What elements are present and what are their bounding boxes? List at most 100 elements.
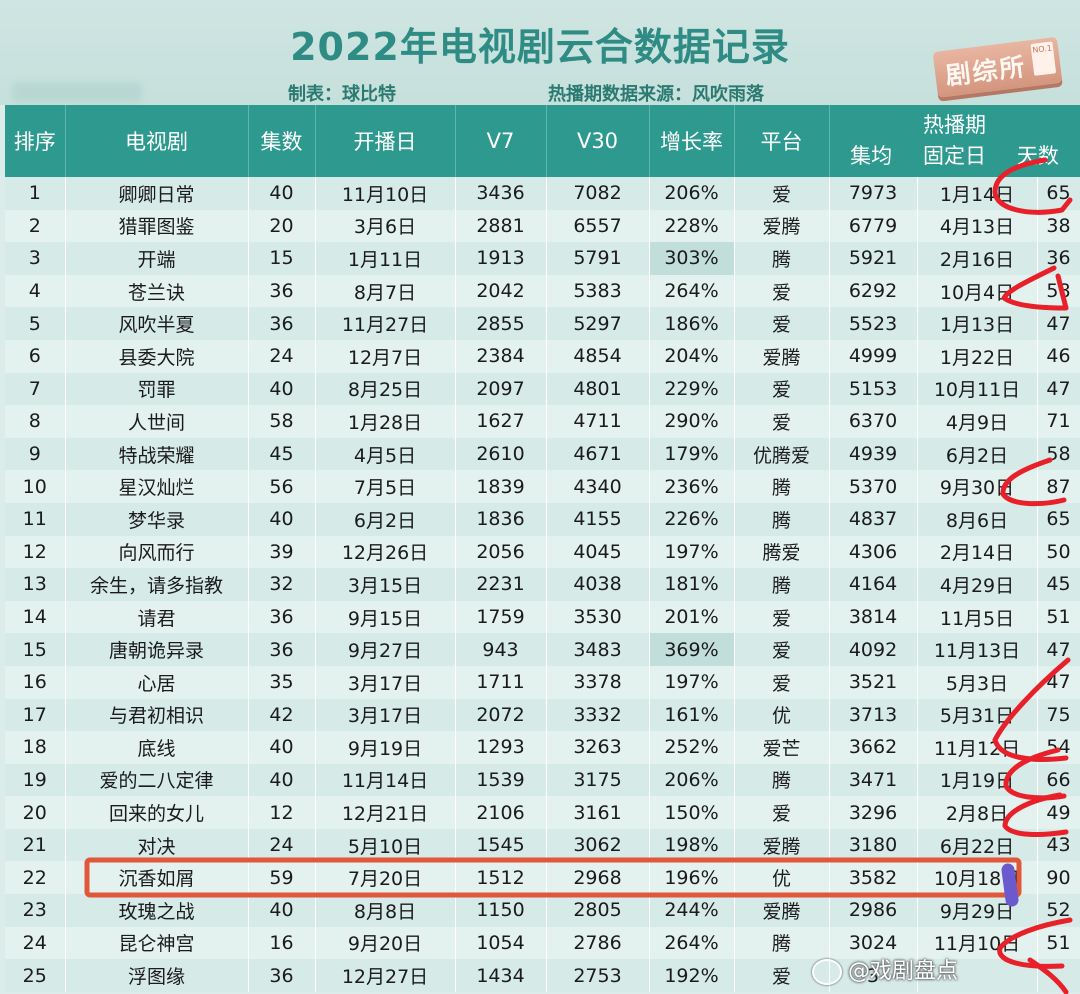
avg-cell: 5370 <box>829 470 918 503</box>
days-cell: 47 <box>1037 372 1080 406</box>
v30-cell: 3175 <box>546 763 650 797</box>
growth-cell: 236% <box>649 470 735 503</box>
days-cell: 47 <box>1037 665 1080 699</box>
avg-cell: 4306 <box>829 535 918 569</box>
drama-cell: 沉香如屑 <box>65 861 249 895</box>
episodes-cell: 32 <box>248 568 316 601</box>
platform-cell: 爱 <box>734 307 830 340</box>
growth-cell: 206% <box>649 763 735 797</box>
days-cell: 47 <box>1037 633 1080 666</box>
platform-cell: 腾 <box>734 926 830 960</box>
fixed-day-cell: 2月8日 <box>917 796 1038 829</box>
fixed-day-cell: 1月13日 <box>917 307 1038 340</box>
table-row: 15 唐朝诡异录 36 9月27日 943 3483 369% 爱 4092 11月13日 47 <box>5 633 1080 666</box>
growth-cell: 186% <box>649 307 735 340</box>
v7-cell: 2855 <box>455 307 547 340</box>
rank-cell: 1 <box>5 177 66 210</box>
episodes-cell: 36 <box>248 633 316 666</box>
watermark-text: @戏剧盘点 <box>848 959 959 984</box>
drama-cell: 爱的二八定律 <box>65 763 249 797</box>
episodes-cell: 39 <box>248 535 316 569</box>
platform-cell: 爱 <box>734 372 830 406</box>
days-cell: 90 <box>1037 861 1080 895</box>
drama-cell: 风吹半夏 <box>65 307 249 340</box>
header-row: 排序 电视剧 集数 开播日 V7 V30 增长率 平台 热播期 集均 固定日 天… <box>5 105 1080 177</box>
v30-cell: 4711 <box>546 405 650 438</box>
growth-cell: 206% <box>649 177 735 210</box>
header-drama: 电视剧 <box>65 105 249 177</box>
avg-cell: 2986 <box>829 894 918 927</box>
episodes-cell: 36 <box>248 274 316 308</box>
growth-cell: 181% <box>649 568 735 601</box>
drama-cell: 猎罪图鉴 <box>65 209 249 243</box>
table-row: 5 风吹半夏 36 11月27日 2855 5297 186% 爱 5523 1月13日 47 <box>5 307 1080 340</box>
days-cell: 58 <box>1037 437 1080 471</box>
days-cell: 36 <box>1037 242 1080 275</box>
episodes-cell: 40 <box>248 731 316 764</box>
episodes-cell: 40 <box>248 894 316 927</box>
premiere-cell: 3月6日 <box>315 209 456 243</box>
v30-cell: 3378 <box>546 665 650 699</box>
data-table-wrapper: 排序 电视剧 集数 开播日 V7 V30 增长率 平台 热播期 集均 固定日 天… <box>5 105 1080 992</box>
growth-cell: 244% <box>649 894 735 927</box>
episodes-cell: 15 <box>248 242 316 275</box>
rank-cell: 15 <box>5 633 66 666</box>
episodes-cell: 12 <box>248 796 316 829</box>
avg-cell: 3521 <box>829 665 918 699</box>
fixed-day-cell: 11月5日 <box>917 600 1038 634</box>
fixed-day-cell: 8月6日 <box>917 502 1038 536</box>
premiere-cell: 9月19日 <box>315 731 456 764</box>
fixed-day-cell: 4月29日 <box>917 568 1038 601</box>
v30-cell: 2805 <box>546 894 650 927</box>
premiere-cell: 12月21日 <box>315 796 456 829</box>
blurred-text <box>12 82 142 102</box>
episodes-cell: 59 <box>248 861 316 895</box>
premiere-cell: 8月25日 <box>315 372 456 406</box>
avg-cell: 6779 <box>829 209 918 243</box>
days-cell: 58 <box>1037 274 1080 308</box>
header-rank: 排序 <box>5 105 66 177</box>
v7-cell: 1759 <box>455 600 547 634</box>
v7-cell: 1150 <box>455 894 547 927</box>
v30-cell: 4854 <box>546 339 650 373</box>
platform-cell: 爱腾 <box>734 339 830 373</box>
growth-cell: 204% <box>649 339 735 373</box>
table-row: 23 玫瑰之战 40 8月8日 1150 2805 244% 爱腾 2986 9月29日 52 <box>5 894 1080 927</box>
avg-cell: 3582 <box>829 861 918 895</box>
avg-cell: 3662 <box>829 731 918 764</box>
drama-cell: 人世间 <box>65 405 249 438</box>
platform-cell: 爱 <box>734 177 830 210</box>
rank-cell: 18 <box>5 731 66 764</box>
fixed-day-cell: 9月29日 <box>917 894 1038 927</box>
days-cell: 71 <box>1037 405 1080 438</box>
days-cell: 65 <box>1037 502 1080 536</box>
rank-cell: 5 <box>5 307 66 340</box>
episodes-cell: 20 <box>248 209 316 243</box>
platform-cell: 腾 <box>734 763 830 797</box>
episodes-cell: 16 <box>248 926 316 960</box>
platform-cell: 腾 <box>734 502 830 536</box>
premiere-cell: 9月20日 <box>315 926 456 960</box>
avg-cell: 4999 <box>829 339 918 373</box>
rank-cell: 3 <box>5 242 66 275</box>
v30-cell: 4155 <box>546 502 650 536</box>
drama-cell: 开端 <box>65 242 249 275</box>
weibo-logo-icon <box>812 959 842 985</box>
rank-cell: 25 <box>5 959 66 992</box>
premiere-cell: 12月26日 <box>315 535 456 569</box>
v7-cell: 2881 <box>455 209 547 243</box>
table-row: 6 县委大院 24 12月7日 2384 4854 204% 爱腾 4999 1月22日 46 <box>5 339 1080 373</box>
v30-cell: 2786 <box>546 926 650 960</box>
episodes-cell: 40 <box>248 763 316 797</box>
fixed-day-cell: 5月3日 <box>917 665 1038 699</box>
table-row: 10 星汉灿烂 56 7月5日 1839 4340 236% 腾 5370 9月30日 87 <box>5 470 1080 503</box>
fixed-day-cell: 4月13日 <box>917 209 1038 243</box>
page-title: 2022年电视剧云合数据记录 <box>290 25 790 69</box>
watermark: @戏剧盘点 <box>812 952 1074 992</box>
days-cell: 49 <box>1037 796 1080 829</box>
v30-cell: 7082 <box>546 177 650 210</box>
platform-cell: 优腾爱 <box>734 437 830 471</box>
rank-cell: 8 <box>5 405 66 438</box>
header-premiere: 开播日 <box>315 105 456 177</box>
fixed-day-cell: 2月16日 <box>917 242 1038 275</box>
